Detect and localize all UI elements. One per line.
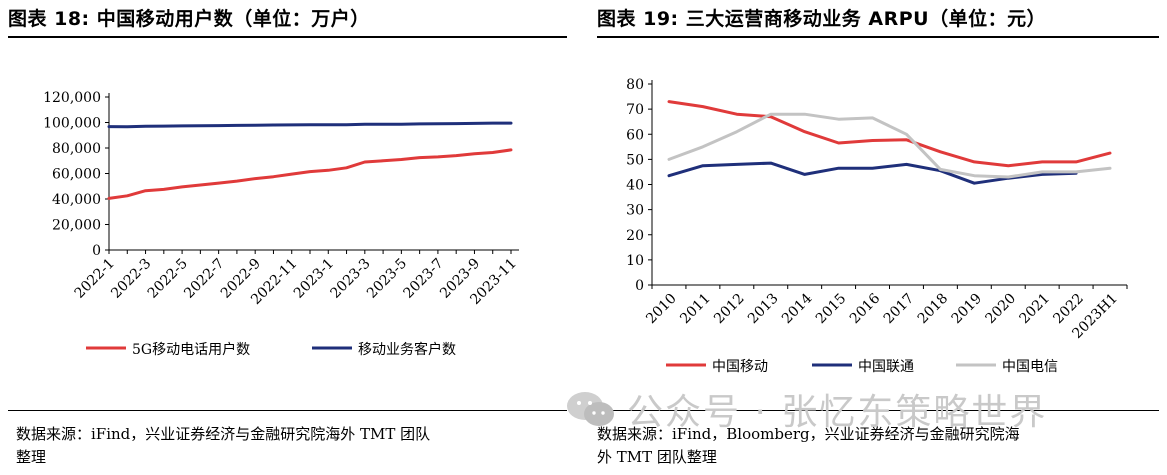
x-tick-label: 2014 xyxy=(779,290,816,327)
watermark: 公众号 · 张忆东策略世界 xyxy=(565,383,1047,435)
x-tick-label: 2012 xyxy=(711,291,748,328)
series-line-3 xyxy=(667,112,1112,179)
legend-label-2: 中国联通 xyxy=(858,359,914,375)
right-source: 数据来源：iFind，Bloomberg，兴业证券经济与金融研究院海 外 TMT… xyxy=(597,423,1020,469)
series-line-1 xyxy=(107,148,513,200)
x-tick-label: 2022-5 xyxy=(145,256,191,302)
arpu-chart: 0102030405060708020102011201220132014201… xyxy=(626,77,1128,375)
watermark-text: 公众号 · 张忆东策略世界 xyxy=(627,392,1048,433)
x-tick-label: 2013 xyxy=(745,291,782,328)
y-tick-label: 40,000 xyxy=(52,192,101,208)
x-tick-label: 2011 xyxy=(677,291,714,328)
x-tick-label: 2022-1 xyxy=(72,256,118,302)
right-source-line2: 外 TMT 团队整理 xyxy=(597,448,717,466)
y-tick-label: 30 xyxy=(626,203,644,219)
x-tick-label: 2016 xyxy=(847,290,884,327)
left-source-line2: 整理 xyxy=(16,448,47,466)
x-tick-label: 2018 xyxy=(915,291,952,328)
x-tick-label: 2023-7 xyxy=(401,256,447,302)
x-tick-label: 2015 xyxy=(813,291,850,328)
y-tick-label: 60,000 xyxy=(52,167,101,183)
y-tick-label: 20 xyxy=(626,228,644,244)
x-tick-label: 2023-3 xyxy=(327,256,373,302)
user-count-chart: 0 20,000 40,000 60,000 80,000 100,000 120,000 2… xyxy=(43,90,520,358)
y-tick-label: 100,000 xyxy=(43,116,101,132)
x-tick-label: 2023-1 xyxy=(291,256,337,302)
legend-label-1: 中国移动 xyxy=(712,359,768,375)
left-source: 数据来源：iFind，兴业证券经济与金融研究院海外 TMT 团队 整理 xyxy=(16,423,430,469)
y-tick-label: 0 xyxy=(92,243,101,259)
x-tick-label: 2022-7 xyxy=(181,256,227,302)
legend-label-3: 中国电信 xyxy=(1002,359,1058,375)
series-line-1 xyxy=(667,100,1112,168)
left-title-rule xyxy=(8,36,567,38)
y-tick-label: 10 xyxy=(626,253,644,269)
right-source-rule xyxy=(597,410,1159,411)
y-tick-label: 70 xyxy=(626,102,644,118)
x-tick-label: 2023-5 xyxy=(364,256,410,302)
legend-label-2: 移动业务客户数 xyxy=(358,341,456,358)
x-tick-label: 2022-3 xyxy=(108,256,154,302)
x-tick-label: 2017 xyxy=(881,291,918,328)
y-tick-label: 120,000 xyxy=(43,90,101,106)
legend-label-1: 5G移动电话用户数 xyxy=(132,341,250,358)
left-source-rule xyxy=(8,410,567,411)
y-tick-label: 50 xyxy=(626,152,644,168)
y-tick-label: 0 xyxy=(635,278,644,294)
y-tick-label: 60 xyxy=(626,127,644,143)
x-tick-label: 2010 xyxy=(643,291,680,328)
y-tick-label: 80 xyxy=(626,77,644,93)
wechat-icon xyxy=(567,392,614,426)
y-tick-label: 80,000 xyxy=(52,141,101,157)
right-title-rule xyxy=(597,36,1159,38)
y-tick-label: 40 xyxy=(626,178,644,194)
x-tick-label: 2019 xyxy=(949,291,986,328)
y-tick-label: 20,000 xyxy=(52,218,101,234)
x-tick-label: 2020 xyxy=(983,291,1020,328)
left-chart-title: 图表 18: 中国移动用户数（单位：万户） xyxy=(8,8,370,30)
left-source-line1: 数据来源：iFind，兴业证券经济与金融研究院海外 TMT 团队 xyxy=(16,425,431,443)
series-line-2 xyxy=(107,121,513,129)
right-source-line1: 数据来源：iFind，Bloomberg，兴业证券经济与金融研究院海 xyxy=(597,425,1020,443)
right-chart-title: 图表 19: 三大运营商移动业务 ARPU（单位：元） xyxy=(597,8,1047,30)
x-tick-label: 2021 xyxy=(1016,291,1053,328)
